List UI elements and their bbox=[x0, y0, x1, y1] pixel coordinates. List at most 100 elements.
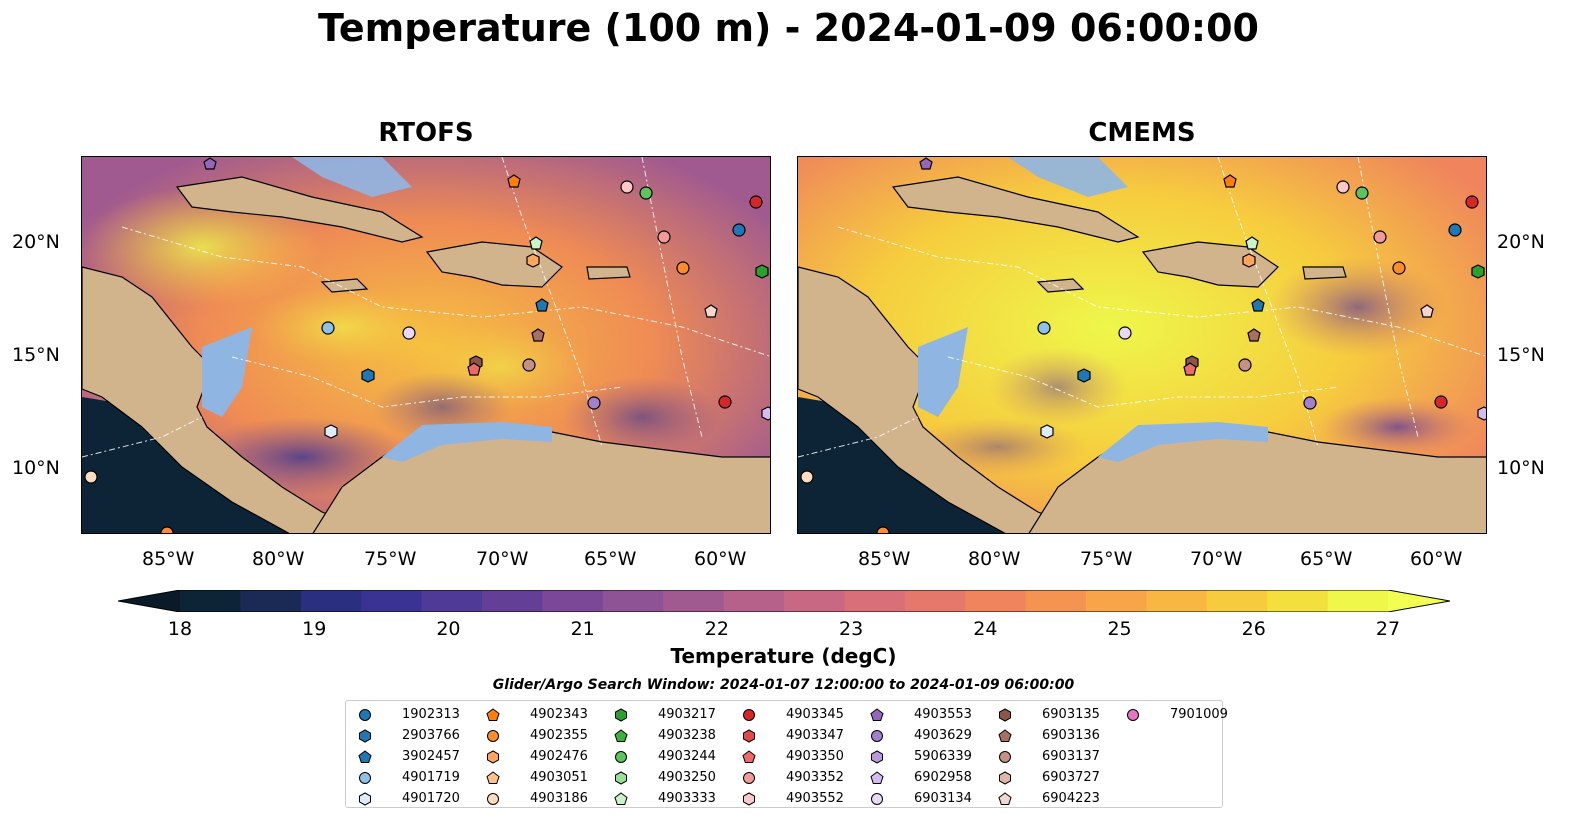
colorbar-tick-label: 18 bbox=[167, 618, 193, 640]
colorbar-tick-label: 21 bbox=[570, 618, 595, 640]
legend-item-label: 7901009 bbox=[1170, 707, 1228, 722]
colorbar-segment bbox=[663, 590, 725, 612]
colorbar-segment bbox=[1025, 590, 1087, 612]
legend-title: Glider/Argo Search Window: 2024-01-07 12… bbox=[492, 677, 1075, 693]
legend-item-label: 6902958 bbox=[914, 770, 972, 785]
circle-marker-icon bbox=[359, 709, 371, 721]
colorbar-tick-label: 24 bbox=[973, 618, 998, 640]
legend-item-label: 4903352 bbox=[786, 770, 844, 785]
pentagon-marker-icon bbox=[998, 729, 1012, 742]
lon-tick-65w-left: 65°W bbox=[584, 548, 637, 570]
lon-tick-80w-right: 80°W bbox=[968, 548, 1021, 570]
map-cmems[interactable] bbox=[797, 156, 1487, 534]
pentagon-marker-icon bbox=[870, 771, 884, 784]
hexagon-marker-icon bbox=[999, 771, 1011, 785]
colorbar-tick-label: 22 bbox=[704, 618, 729, 640]
legend-item-label: 4903350 bbox=[786, 749, 844, 764]
legend-item-label: 2903766 bbox=[402, 728, 460, 743]
circle-marker-icon bbox=[999, 751, 1011, 763]
pentagon-marker-icon bbox=[998, 792, 1012, 805]
colorbar-tick-label: 23 bbox=[839, 618, 864, 640]
colorbar-segment bbox=[844, 590, 906, 612]
legend-item-label: 4903629 bbox=[914, 728, 972, 743]
lon-tick-60w-left: 60°W bbox=[694, 548, 747, 570]
figure-title: Temperature (100 m) - 2024-01-09 06:00:0… bbox=[317, 6, 1259, 50]
hexagon-marker-icon bbox=[999, 708, 1011, 722]
legend-item-label: 4903244 bbox=[658, 749, 716, 764]
circle-marker-icon bbox=[615, 751, 627, 763]
lon-tick-70w-left: 70°W bbox=[476, 548, 529, 570]
hexagon-marker-icon bbox=[743, 792, 755, 806]
legend-item-label: 6903727 bbox=[1042, 770, 1100, 785]
colorbar-segment bbox=[1146, 590, 1208, 612]
hexagon-marker-icon bbox=[359, 729, 371, 743]
lat-tick-15n-left: 15°N bbox=[12, 344, 60, 366]
colorbar-extend-max bbox=[1388, 590, 1450, 612]
hexagon-marker-icon bbox=[615, 708, 627, 722]
map-rtofs[interactable] bbox=[81, 156, 771, 534]
lat-tick-20n-right: 20°N bbox=[1497, 231, 1545, 253]
legend-item-label: 6903134 bbox=[914, 791, 972, 806]
legend-item-label: 4901720 bbox=[402, 791, 460, 806]
legend-item-label: 4902355 bbox=[530, 728, 588, 743]
colorbar-segment bbox=[542, 590, 604, 612]
legend-item-label: 4903552 bbox=[786, 791, 844, 806]
legend-item-label: 4903217 bbox=[658, 707, 716, 722]
legend-item-label: 4903051 bbox=[530, 770, 588, 785]
hexagon-marker-icon bbox=[615, 771, 627, 785]
hexagon-marker-icon bbox=[359, 792, 371, 806]
legend-item-label: 4901719 bbox=[402, 770, 460, 785]
colorbar-segment bbox=[482, 590, 543, 612]
pentagon-marker-icon bbox=[870, 708, 884, 721]
colorbar-segment bbox=[904, 590, 966, 612]
colorbar-tick-label: 19 bbox=[302, 618, 327, 640]
legend-item-label: 6903136 bbox=[1042, 728, 1100, 743]
legend: 1902313 2903766 3902457 4901719 4901720 49023… bbox=[345, 700, 1228, 808]
circle-marker-icon bbox=[743, 772, 755, 784]
pentagon-marker-icon bbox=[614, 792, 628, 805]
colorbar-segment bbox=[240, 590, 302, 612]
legend-item-label: 4902343 bbox=[530, 707, 588, 722]
colorbar-segment bbox=[361, 590, 423, 612]
legend-item-label: 3902457 bbox=[402, 749, 460, 764]
colorbar-segment bbox=[723, 590, 785, 612]
hexagon-marker-icon bbox=[743, 729, 755, 743]
circle-marker-icon bbox=[871, 793, 883, 805]
colorbar-tick-label: 25 bbox=[1107, 618, 1132, 640]
legend-item-label: 4903347 bbox=[786, 728, 844, 743]
colorbar-tick-label: 26 bbox=[1241, 618, 1266, 640]
legend-item-label: 4903238 bbox=[658, 728, 716, 743]
colorbar bbox=[117, 589, 1451, 613]
pentagon-marker-icon bbox=[358, 750, 372, 763]
circle-marker-icon bbox=[487, 793, 499, 805]
colorbar-segment bbox=[1206, 590, 1268, 612]
colorbar-segment bbox=[300, 590, 362, 612]
legend-item-label: 4903553 bbox=[914, 707, 972, 722]
legend-item-label: 4903345 bbox=[786, 707, 844, 722]
lon-tick-85w-left: 85°W bbox=[142, 548, 195, 570]
colorbar-segment bbox=[965, 590, 1027, 612]
hexagon-marker-icon bbox=[487, 750, 499, 764]
legend-item-label: 4903250 bbox=[658, 770, 716, 785]
colorbar-segment bbox=[1267, 590, 1329, 612]
colorbar-label: Temperature (degC) bbox=[670, 644, 897, 668]
colorbar-extend-min bbox=[118, 590, 180, 612]
lat-tick-10n-right: 10°N bbox=[1497, 457, 1545, 479]
lon-tick-80w-left: 80°W bbox=[252, 548, 305, 570]
colorbar-segment bbox=[602, 590, 664, 612]
lon-tick-75w-right: 75°W bbox=[1080, 548, 1133, 570]
colorbar-segment bbox=[180, 590, 241, 612]
legend-item-label: 4902476 bbox=[530, 749, 588, 764]
pentagon-marker-icon bbox=[742, 750, 756, 763]
colorbar-tick-label: 27 bbox=[1375, 618, 1401, 640]
pentagon-marker-icon bbox=[486, 771, 500, 784]
lon-tick-85w-right: 85°W bbox=[858, 548, 911, 570]
circle-marker-icon bbox=[1127, 709, 1139, 721]
pentagon-marker-icon bbox=[614, 729, 628, 742]
circle-marker-icon bbox=[743, 709, 755, 721]
panel-title-cmems: CMEMS bbox=[1088, 118, 1196, 148]
lat-tick-10n-left: 10°N bbox=[12, 457, 60, 479]
colorbar-segment bbox=[1086, 590, 1147, 612]
lon-tick-60w-right: 60°W bbox=[1410, 548, 1463, 570]
circle-marker-icon bbox=[871, 730, 883, 742]
